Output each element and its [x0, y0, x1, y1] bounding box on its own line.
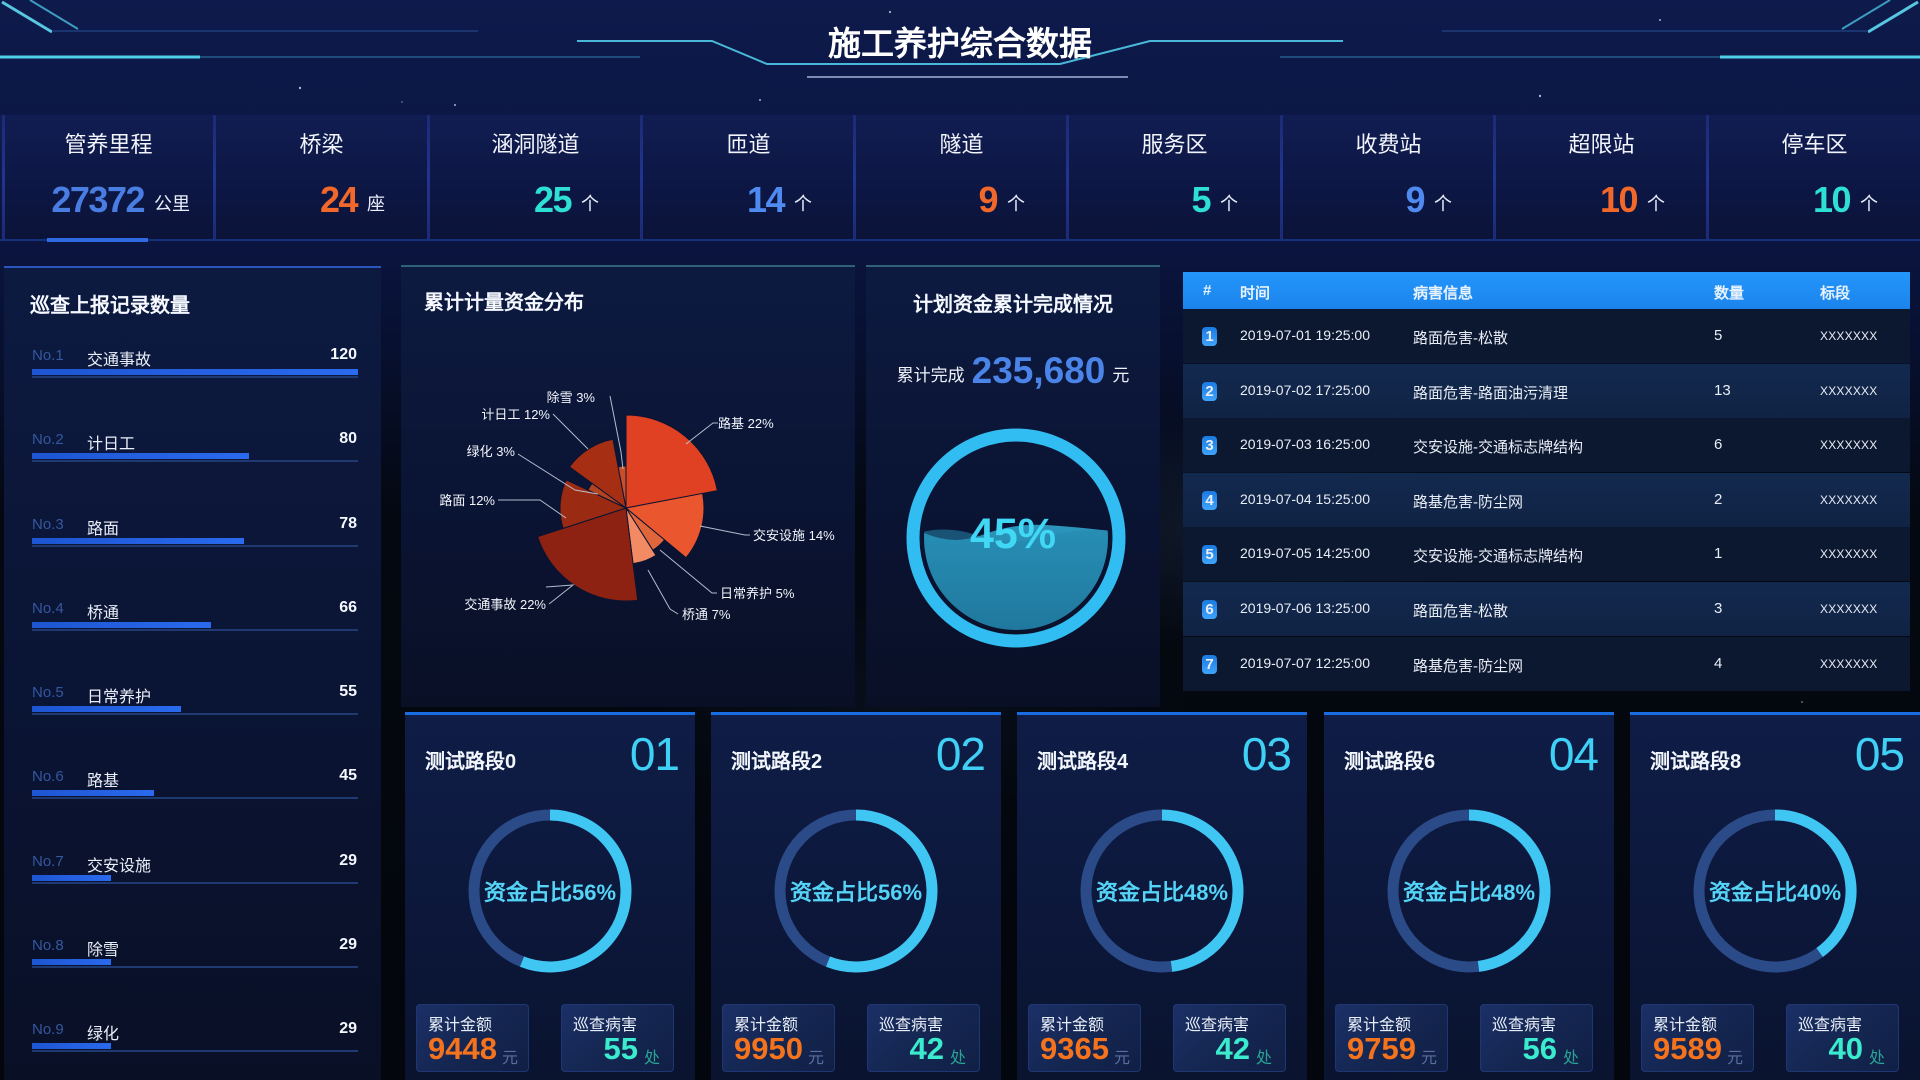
svg-text:交安设施 14%: 交安设施 14%: [753, 528, 835, 543]
svg-text:绿化 3%: 绿化 3%: [467, 444, 516, 459]
svg-text:桥通 7%: 桥通 7%: [682, 607, 731, 622]
svg-text:除雪 3%: 除雪 3%: [547, 390, 596, 405]
svg-text:路基 22%: 路基 22%: [718, 416, 774, 431]
svg-text:交通事故 22%: 交通事故 22%: [464, 597, 546, 612]
svg-text:计日工 12%: 计日工 12%: [481, 407, 550, 422]
svg-text:日常养护 5%: 日常养护 5%: [720, 586, 795, 601]
svg-text:路面 12%: 路面 12%: [439, 493, 495, 508]
